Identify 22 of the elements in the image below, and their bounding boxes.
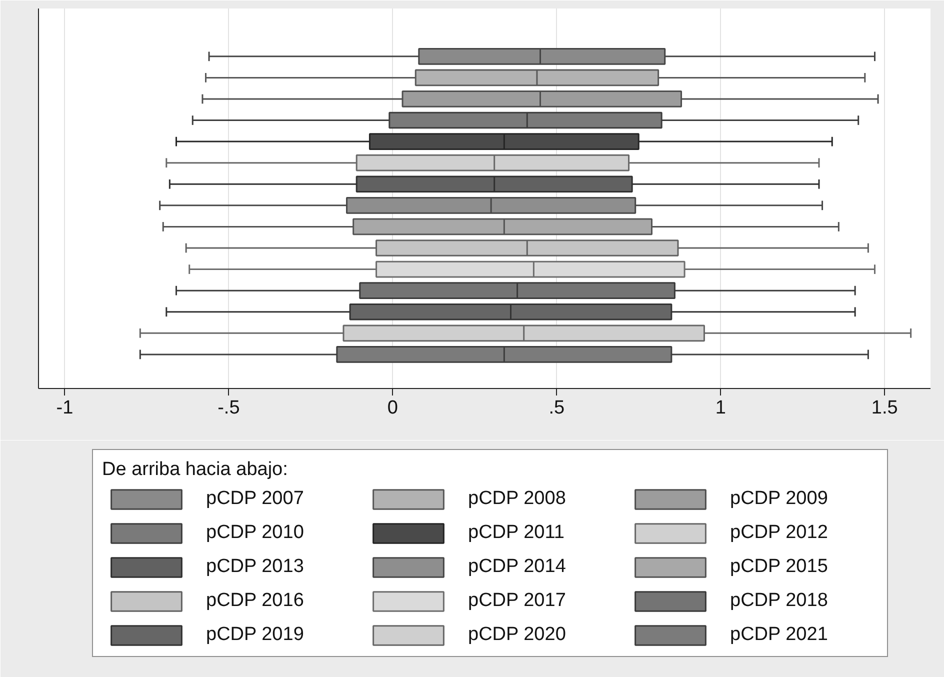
x-tick-label: .5	[548, 398, 565, 418]
legend-label: pCDP 2020	[468, 624, 567, 646]
legend-label: pCDP 2012	[730, 522, 829, 544]
x-tick-label: -1	[56, 398, 74, 418]
legend-label: pCDP 2016	[206, 590, 305, 612]
legend-label: pCDP 2009	[730, 488, 829, 510]
legend-label: pCDP 2019	[206, 624, 305, 646]
legend-label: pCDP 2021	[730, 624, 829, 646]
x-tick-label: 1.5	[871, 398, 898, 418]
x-tick-label: 1	[715, 398, 726, 418]
x-tick-label: 0	[387, 398, 398, 418]
legend-label: pCDP 2015	[730, 556, 829, 578]
legend-label: pCDP 2014	[468, 556, 567, 578]
legend-label: pCDP 2007	[206, 488, 305, 510]
x-tick-label: -.5	[218, 398, 240, 418]
legend-label: pCDP 2013	[206, 556, 305, 578]
legend-title: De arriba hacia abajo:	[102, 459, 289, 481]
legend-label: pCDP 2011	[468, 522, 566, 544]
legend-label: pCDP 2008	[468, 488, 567, 510]
legend-label: pCDP 2010	[206, 522, 305, 544]
legend-label: pCDP 2017	[468, 590, 567, 612]
legend-label: pCDP 2018	[730, 590, 829, 612]
